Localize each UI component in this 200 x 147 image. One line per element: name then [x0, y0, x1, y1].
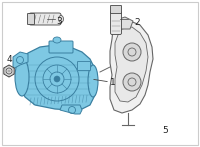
Text: 5: 5 [162, 126, 168, 135]
Circle shape [50, 72, 64, 86]
Text: 3: 3 [56, 17, 62, 26]
FancyBboxPatch shape [111, 11, 122, 35]
FancyBboxPatch shape [49, 41, 73, 53]
Ellipse shape [53, 37, 61, 43]
Polygon shape [60, 105, 82, 114]
Polygon shape [17, 45, 96, 110]
FancyBboxPatch shape [28, 14, 35, 25]
Text: 2: 2 [134, 18, 140, 27]
FancyBboxPatch shape [78, 61, 91, 71]
Circle shape [43, 65, 71, 93]
Circle shape [54, 76, 60, 82]
Polygon shape [4, 65, 14, 77]
Ellipse shape [15, 58, 29, 96]
Polygon shape [13, 52, 28, 69]
Polygon shape [115, 27, 148, 102]
FancyBboxPatch shape [111, 5, 122, 14]
Polygon shape [110, 21, 153, 113]
Circle shape [123, 43, 141, 61]
FancyBboxPatch shape [29, 13, 61, 25]
Text: 4: 4 [6, 55, 12, 64]
Ellipse shape [88, 65, 98, 97]
Polygon shape [113, 17, 133, 29]
Circle shape [123, 73, 141, 91]
Text: 1: 1 [110, 78, 116, 87]
Ellipse shape [59, 15, 64, 22]
